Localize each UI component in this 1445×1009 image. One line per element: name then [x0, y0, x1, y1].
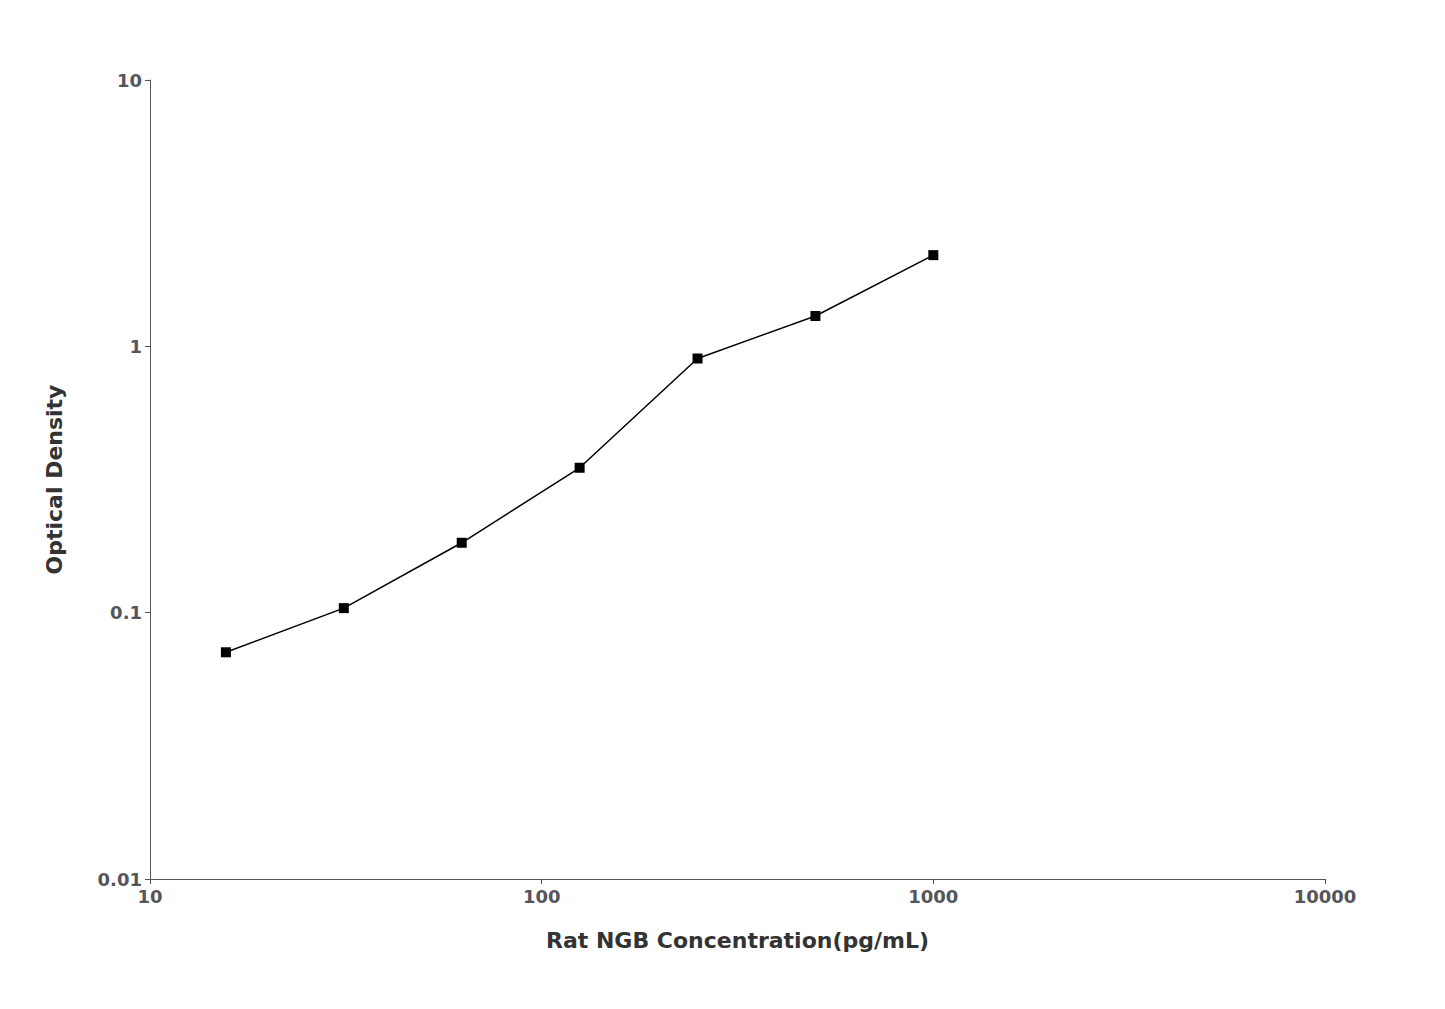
svg-text:10: 10	[117, 70, 142, 91]
svg-text:Optical Density: Optical Density	[42, 385, 67, 575]
svg-text:10: 10	[137, 886, 162, 907]
svg-text:1000: 1000	[908, 886, 958, 907]
svg-text:0.1: 0.1	[110, 602, 142, 623]
svg-text:10000: 10000	[1294, 886, 1357, 907]
svg-text:Rat NGB Concentration(pg/mL): Rat NGB Concentration(pg/mL)	[546, 928, 929, 953]
svg-text:1: 1	[129, 336, 142, 357]
svg-text:0.01: 0.01	[98, 869, 142, 890]
svg-text:100: 100	[523, 886, 561, 907]
